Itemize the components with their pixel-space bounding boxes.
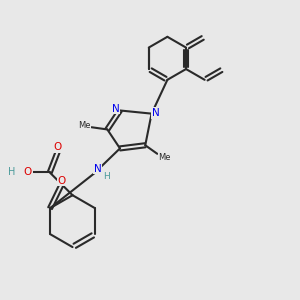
Text: H: H — [103, 172, 110, 181]
Text: H: H — [8, 167, 16, 177]
Text: Me: Me — [78, 121, 91, 130]
Text: N: N — [152, 108, 160, 118]
Text: O: O — [58, 176, 66, 186]
Text: N: N — [112, 103, 120, 114]
Text: O: O — [53, 142, 62, 152]
Text: Me: Me — [158, 153, 170, 162]
Text: O: O — [24, 167, 32, 177]
Text: N: N — [94, 164, 102, 174]
